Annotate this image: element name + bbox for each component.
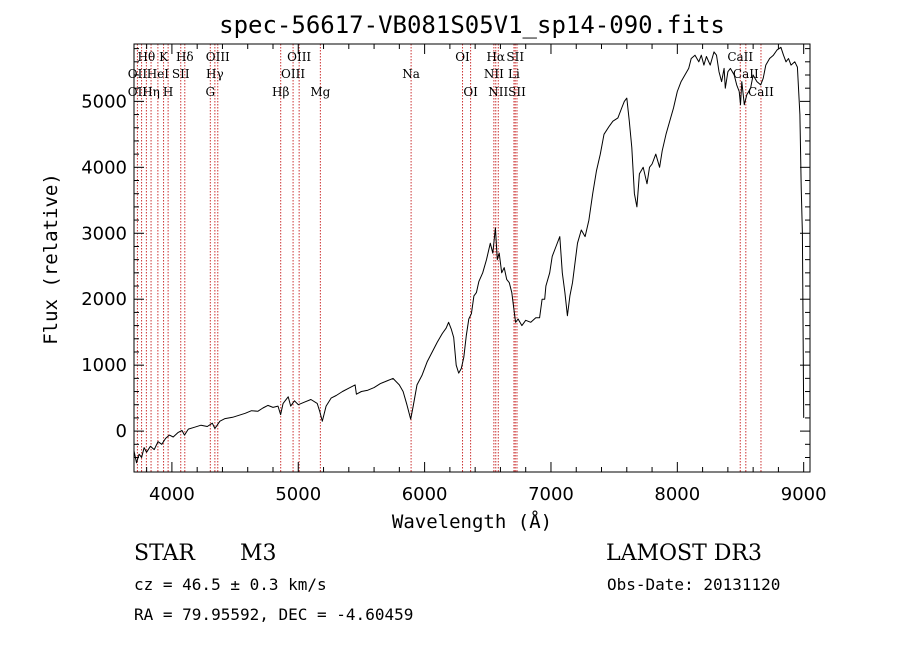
line-label-5: OI — [455, 50, 470, 64]
spectral-line-markers — [136, 44, 762, 472]
y-tick-label-4000: 4000 — [81, 157, 127, 178]
line-label-20: H — [163, 85, 173, 99]
y-tick-label-3000: 3000 — [81, 223, 127, 244]
line-label-18: OII — [128, 85, 148, 99]
x-tick-label-5000: 5000 — [275, 484, 321, 505]
object-class: STAR — [134, 541, 196, 566]
line-label-13: OIII — [281, 67, 305, 81]
line-label-14: Na — [402, 67, 420, 81]
y-tick-label-5000: 5000 — [81, 91, 127, 112]
line-label-26: SII — [508, 85, 526, 99]
x-tick-label-6000: 6000 — [402, 484, 448, 505]
line-label-27: CaII — [748, 85, 774, 99]
x-tick-label-8000: 8000 — [654, 484, 700, 505]
line-label-8: CaII — [727, 50, 753, 64]
line-label-11: SII — [172, 67, 190, 81]
line-label-15: NII — [484, 67, 504, 81]
line-label-4: OIII — [287, 50, 311, 64]
line-label-6: Hα — [486, 50, 505, 64]
y-tick-label-0: 0 — [116, 421, 127, 442]
x-tick-label-9000: 9000 — [781, 484, 827, 505]
line-label-16: Li — [508, 67, 520, 81]
line-label-23: Mg — [310, 85, 330, 99]
object-subclass: M3 — [240, 541, 277, 566]
survey-name: LAMOST DR3 — [606, 541, 762, 566]
line-label-1: K — [159, 50, 169, 64]
line-label-24: OI — [463, 85, 478, 99]
line-label-19: Hη — [142, 85, 160, 99]
coordinates: RA = 79.95592, DEC = -4.60459 — [134, 605, 413, 624]
redshift-velocity: cz = 46.5 ± 0.3 km/s — [134, 575, 327, 594]
x-axis-label: Wavelength (Å) — [392, 510, 552, 533]
x-tick-label-4000: 4000 — [149, 484, 195, 505]
line-label-3: OIII — [206, 50, 230, 64]
line-label-0: Hθ — [138, 50, 156, 64]
line-label-12: Hγ — [206, 67, 224, 81]
plot-frame — [133, 43, 811, 473]
observation-date: Obs-Date: 20131120 — [607, 575, 780, 594]
x-tick-label-7000: 7000 — [528, 484, 574, 505]
y-tick-label-2000: 2000 — [81, 289, 127, 310]
y-axis-label: Flux (relative) — [40, 173, 62, 345]
axes: 4000 5000 6000 7000 8000 9000 0 1000 2000 3000 400… — [81, 43, 827, 505]
y-tick-label-1000: 1000 — [81, 355, 127, 376]
line-label-7: SII — [506, 50, 524, 64]
line-label-10: HeI — [147, 67, 170, 81]
line-label-22: Hβ — [272, 85, 289, 99]
line-label-2: Hδ — [176, 50, 194, 64]
line-label-25: NII — [488, 85, 508, 99]
line-label-9: OII — [128, 67, 148, 81]
line-label-21: G — [206, 85, 216, 99]
chart-title: spec-56617-VB081S05V1_sp14-090.fits — [219, 11, 725, 39]
spectrum-series — [133, 46, 805, 464]
series-line-0 — [133, 46, 805, 464]
